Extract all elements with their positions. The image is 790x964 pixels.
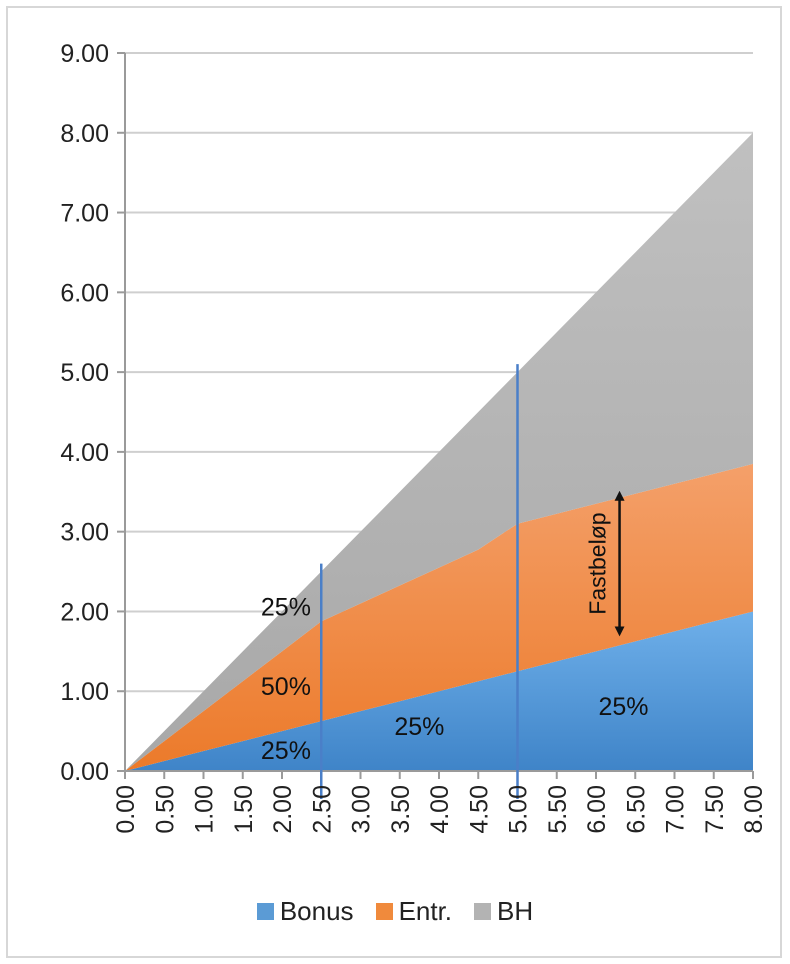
- percent-annotation: 50%: [261, 673, 311, 701]
- entr-area: [125, 463, 753, 771]
- x-tick-label: 7.00: [662, 785, 690, 834]
- y-tick-label: 3.00: [60, 519, 109, 547]
- x-tick-label: 5.00: [505, 785, 533, 834]
- y-tick-label: 0.00: [60, 758, 109, 786]
- legend: Bonus Entr. BH: [0, 896, 790, 927]
- y-tick-label: 4.00: [60, 439, 109, 467]
- x-axis-tick-labels: 0.00 0.50 1.00 1.50 2.00 2.50 3.00 3.50 4.00 4.50…: [112, 785, 768, 834]
- x-tick-label: 4.50: [465, 785, 493, 834]
- percent-annotation: 25%: [394, 713, 444, 741]
- area-series: [125, 132, 753, 771]
- x-tick-label: 6.50: [622, 785, 650, 834]
- y-tick-label: 5.00: [60, 359, 109, 387]
- x-tick-label: 2.00: [269, 785, 297, 834]
- x-tick-label: 1.50: [230, 785, 258, 834]
- legend-swatch-bonus: [256, 903, 274, 920]
- bh-area: [125, 132, 753, 771]
- legend-item-entr: Entr.: [375, 896, 453, 927]
- x-tick-label: 3.50: [387, 785, 415, 834]
- legend-item-bonus: Bonus: [256, 896, 354, 927]
- x-tick-label: 0.50: [151, 785, 179, 834]
- legend-swatch-bh: [474, 903, 492, 920]
- y-tick-label: 1.00: [60, 678, 109, 706]
- y-tick-label: 6.00: [60, 279, 109, 307]
- x-tick-label: 7.50: [701, 785, 729, 834]
- legend-label-bh: BH: [497, 896, 534, 926]
- x-tick-label: 4.00: [426, 785, 454, 834]
- percentage-annotations: 25% 50% 25% 25% 25%: [261, 593, 649, 765]
- y-axis-tick-labels: 0.00 1.00 2.00 3.00 4.00 5.00 6.00 7.00 8.00 9.00: [60, 40, 109, 786]
- fastbelop-arrow: Fastbeløp: [585, 490, 625, 637]
- x-tick-label: 0.00: [112, 785, 140, 834]
- x-tick-label: 3.00: [348, 785, 376, 834]
- percent-annotation: 25%: [261, 593, 311, 621]
- x-tick-label: 5.50: [544, 785, 572, 834]
- y-tick-label: 8.00: [60, 120, 109, 148]
- legend-label-bonus: Bonus: [279, 896, 354, 926]
- y-tick-label: 7.00: [60, 200, 109, 228]
- x-tick-label: 2.50: [308, 785, 336, 834]
- percent-annotation: 25%: [261, 737, 311, 765]
- legend-label-entr: Entr.: [398, 896, 453, 926]
- legend-item-bh: BH: [474, 896, 533, 927]
- x-tick-label: 1.00: [191, 785, 219, 834]
- x-tick-label: 8.00: [740, 785, 768, 834]
- fastbelop-label: Fastbeløp: [585, 512, 611, 614]
- y-tick-label: 9.00: [60, 40, 109, 68]
- x-tick-label: 6.00: [583, 785, 611, 834]
- legend-swatch-entr: [375, 903, 393, 920]
- percent-annotation: 25%: [598, 693, 648, 721]
- y-tick-label: 2.00: [60, 598, 109, 626]
- marker-lines: [320, 364, 519, 799]
